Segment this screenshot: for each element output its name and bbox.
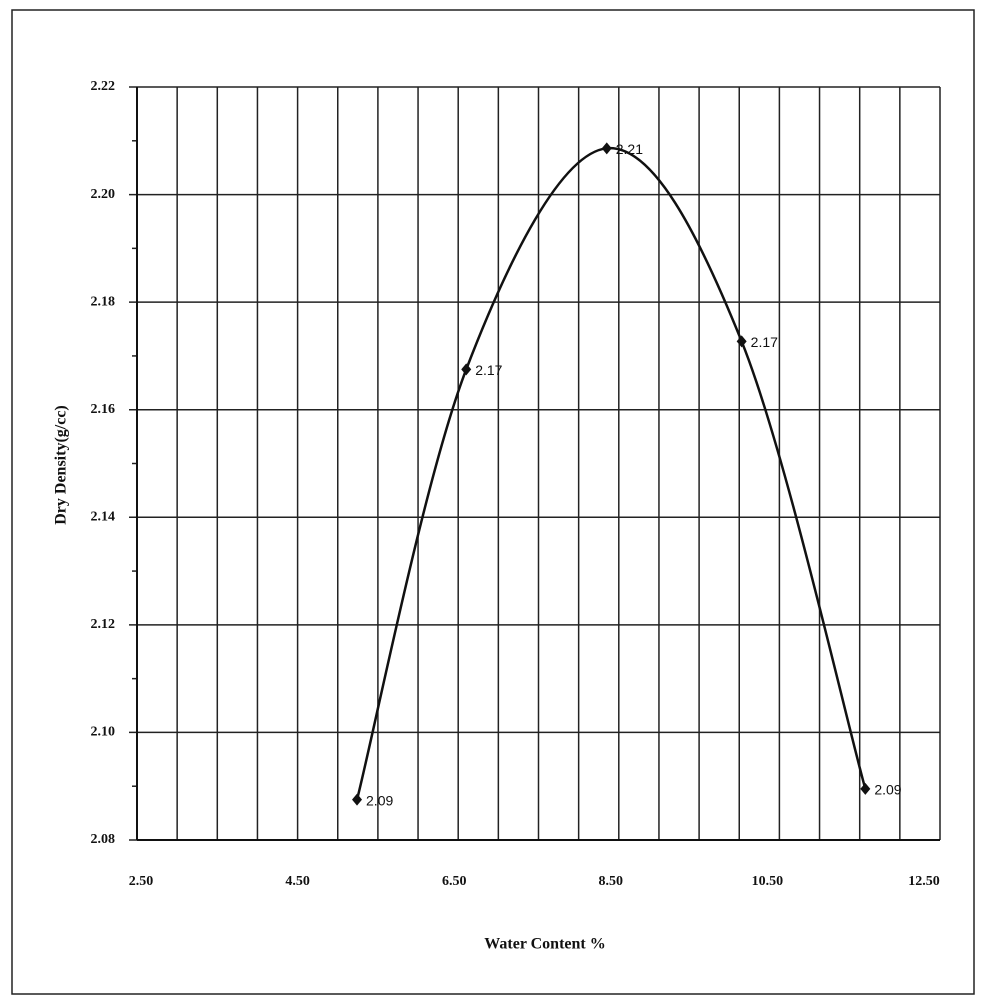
y-tick-label: 2.18 — [91, 294, 116, 309]
y-tick-label: 2.14 — [91, 510, 116, 525]
x-axis-title: Water Content % — [484, 936, 605, 953]
x-tick-label: 8.50 — [599, 874, 624, 889]
x-tick-label: 12.50 — [908, 874, 940, 889]
x-tick-label: 6.50 — [442, 874, 467, 889]
data-label: 2.09 — [874, 782, 901, 798]
x-tick-label: 10.50 — [752, 874, 784, 889]
data-point — [601, 142, 612, 155]
y-tick-label: 2.08 — [91, 832, 116, 847]
data-label: 2.17 — [751, 334, 778, 350]
data-point — [736, 335, 747, 348]
data-point — [352, 793, 363, 806]
x-tick-label: 4.50 — [285, 874, 310, 889]
y-tick-label: 2.10 — [91, 725, 116, 740]
y-axis-title: Dry Density(g/cc) — [53, 405, 70, 525]
data-point — [860, 782, 871, 795]
y-tick-label: 2.22 — [91, 79, 116, 94]
data-label: 2.21 — [616, 141, 643, 157]
x-tick-label: 2.50 — [129, 874, 154, 889]
y-tick-label: 2.20 — [91, 187, 116, 202]
data-label: 2.09 — [366, 792, 393, 808]
data-label: 2.17 — [475, 362, 502, 378]
data-point — [461, 363, 472, 376]
y-tick-label: 2.12 — [91, 617, 116, 632]
frame — [11, 9, 975, 995]
y-tick-label: 2.16 — [91, 402, 116, 417]
data-line — [355, 147, 867, 800]
